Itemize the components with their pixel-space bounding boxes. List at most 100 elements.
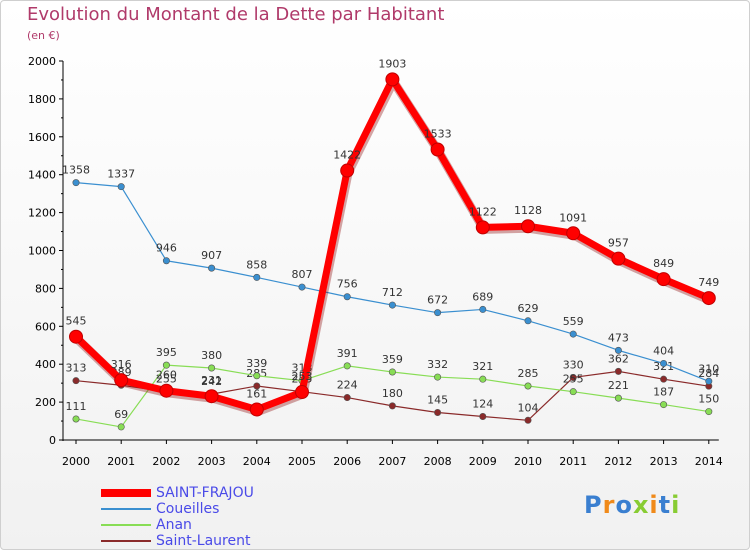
data-label-anan: 395 [156, 346, 177, 359]
data-label-anan: 69 [114, 408, 128, 421]
data-point-anan [479, 375, 487, 383]
data-point-saint-frajou [611, 251, 626, 266]
legend-swatch-saint-frajou [101, 489, 151, 497]
x-tick-label: 2011 [559, 455, 587, 468]
data-point-saint-frajou [249, 402, 264, 417]
logo-letter: t [658, 491, 672, 519]
data-label-anan: 380 [201, 349, 222, 362]
data-label-coueilles: 629 [518, 302, 539, 315]
data-point-anan [162, 361, 170, 369]
data-point-anan [614, 394, 622, 402]
data-label-coueilles: 310 [698, 362, 719, 375]
data-point-saint-laurent [253, 382, 261, 390]
data-point-coueilles [705, 377, 713, 385]
data-label-saint-laurent: 313 [66, 362, 87, 375]
data-point-saint-frajou [701, 291, 716, 306]
data-label-anan: 150 [698, 393, 719, 406]
x-tick-label: 2004 [243, 455, 271, 468]
data-label-coueilles: 559 [563, 315, 584, 328]
data-label-saint-frajou: 957 [608, 237, 629, 250]
data-point-saint-frajou [204, 389, 219, 404]
data-point-saint-frajou [69, 329, 83, 344]
data-point-anan [660, 401, 668, 409]
logo-letter: i [649, 491, 659, 519]
data-label-anan: 339 [246, 357, 267, 370]
y-tick-label: 1000 [28, 245, 56, 258]
legend-label-coueilles: Coueilles [156, 501, 220, 517]
y-tick-label: 1400 [28, 169, 56, 182]
data-label-saint-frajou: 1903 [378, 57, 406, 70]
data-label-coueilles: 946 [156, 242, 177, 255]
logo-letter: x [632, 491, 650, 519]
data-point-coueilles [434, 309, 442, 317]
y-tick-label: 0 [49, 434, 56, 447]
y-tick-label: 1800 [28, 93, 56, 106]
data-point-saint-frajou [385, 72, 400, 87]
data-label-saint-laurent: 224 [337, 379, 358, 392]
data-point-coueilles [208, 264, 216, 272]
data-label-saint-frajou: 1091 [559, 211, 587, 224]
data-point-anan [524, 382, 532, 390]
data-point-coueilles [524, 317, 532, 325]
y-tick-label: 1200 [28, 207, 56, 220]
x-tick-label: 2008 [424, 455, 452, 468]
chart-title: Evolution du Montant de la Dette par Hab… [27, 4, 445, 25]
legend-item-saint-frajou: SAINT-FRAJOU [101, 485, 321, 501]
x-tick-label: 2005 [288, 455, 316, 468]
data-point-saint-frajou [114, 373, 129, 388]
data-label-saint-frajou: 1533 [424, 127, 452, 140]
data-label-coueilles: 473 [608, 331, 629, 344]
data-label-coueilles: 712 [382, 286, 403, 299]
y-tick-label: 800 [35, 282, 56, 295]
data-point-coueilles [162, 257, 170, 265]
data-label-anan: 187 [653, 386, 674, 399]
data-point-coueilles [343, 293, 351, 301]
data-point-anan [388, 368, 396, 376]
data-label-coueilles: 1358 [62, 164, 90, 177]
y-tick-label: 2000 [28, 55, 56, 68]
data-label-saint-frajou: 253 [292, 370, 313, 383]
x-tick-label: 2009 [469, 455, 497, 468]
data-label-coueilles: 1337 [107, 168, 135, 181]
data-point-anan [343, 362, 351, 370]
data-point-saint-frajou [475, 220, 490, 235]
x-tick-label: 2010 [514, 455, 542, 468]
data-label-saint-frajou: 1422 [333, 149, 361, 162]
data-label-saint-laurent: 255 [156, 373, 177, 386]
data-point-saint-frajou [430, 142, 445, 157]
data-label-saint-laurent: 104 [518, 401, 539, 414]
data-label-anan: 332 [427, 358, 448, 371]
x-tick-label: 2013 [650, 455, 678, 468]
data-label-saint-laurent: 284 [698, 367, 719, 380]
data-label-saint-laurent: 330 [563, 358, 584, 371]
data-label-saint-frajou: 1128 [514, 204, 542, 217]
x-tick-label: 2014 [695, 455, 723, 468]
data-label-saint-frajou: 1122 [469, 205, 497, 218]
data-point-anan [705, 408, 713, 416]
data-point-coueilles [660, 359, 668, 367]
data-label-anan: 111 [66, 400, 87, 413]
legend-swatch-coueilles [101, 508, 151, 510]
data-label-anan: 285 [518, 367, 539, 380]
data-label-coueilles: 756 [337, 278, 358, 291]
data-label-saint-frajou: 231 [201, 374, 222, 387]
data-label-saint-frajou: 260 [156, 369, 177, 382]
data-point-coueilles [72, 179, 80, 187]
data-point-anan [434, 373, 442, 381]
legend-label-anan: Anan [156, 517, 192, 533]
x-tick-label: 2001 [107, 455, 135, 468]
data-label-saint-laurent: 124 [472, 398, 493, 411]
data-point-saint-frajou [566, 226, 581, 241]
legend-item-saint-laurent: Saint-Laurent [101, 533, 321, 549]
x-tick-label: 2007 [378, 455, 406, 468]
data-point-saint-frajou [521, 219, 535, 234]
data-point-coueilles [298, 283, 306, 291]
chart-subtitle: (en €) [27, 29, 60, 42]
data-point-coueilles [253, 273, 261, 281]
data-label-saint-frajou: 316 [111, 358, 132, 371]
data-point-coueilles [117, 183, 125, 191]
x-tick-label: 2002 [152, 455, 180, 468]
data-label-anan: 321 [472, 360, 493, 373]
